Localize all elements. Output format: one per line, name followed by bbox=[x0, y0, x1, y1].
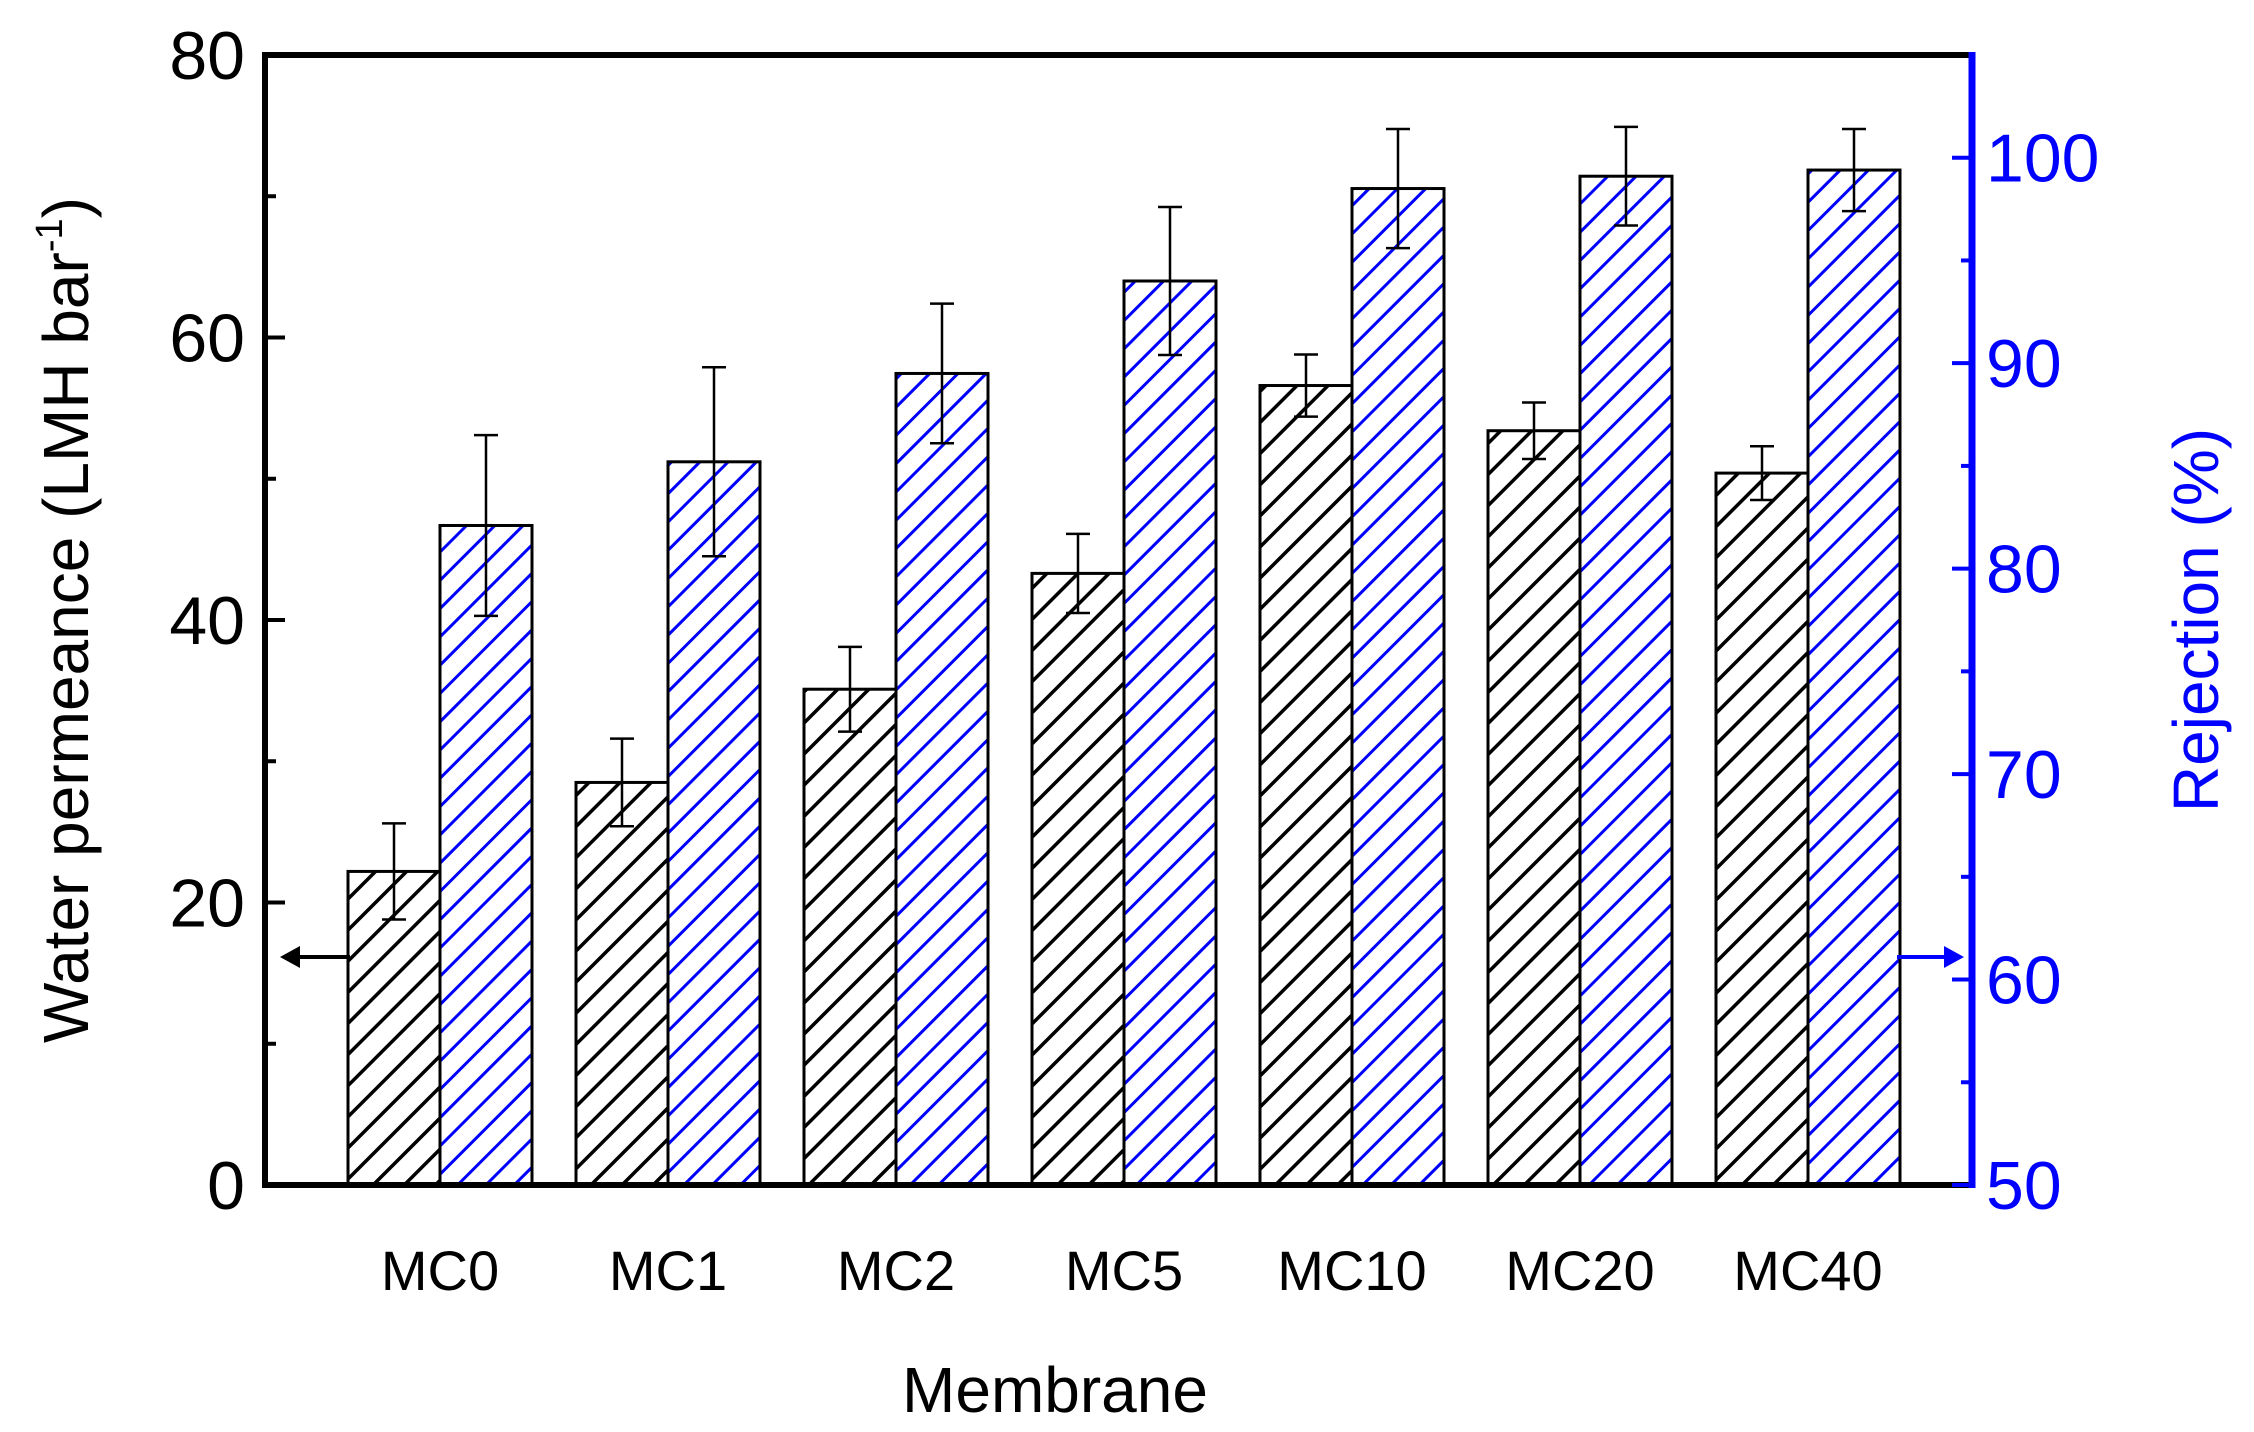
left-tick-label-80: 80 bbox=[169, 18, 245, 94]
error-bar-rejection-mc10 bbox=[1386, 127, 1410, 250]
left-tick-label-40: 40 bbox=[169, 583, 245, 659]
x-tick-label-mc40: MC40 bbox=[1733, 1239, 1882, 1302]
x-tick-label-mc20: MC20 bbox=[1505, 1239, 1654, 1302]
error-bar-water-permeance-mc5 bbox=[1066, 532, 1090, 615]
bar-water-permeance-mc10 bbox=[1258, 384, 1354, 1187]
left-tick-label-60: 60 bbox=[169, 301, 245, 377]
left-tick-label-0: 0 bbox=[207, 1148, 245, 1224]
x-axis-title: Membrane bbox=[902, 1354, 1208, 1426]
left-arrow-head bbox=[280, 946, 300, 968]
right-tick-label-80: 80 bbox=[1986, 532, 2062, 608]
right-tick-label-100: 100 bbox=[1986, 121, 2099, 197]
bar-water-permeance-mc0 bbox=[346, 869, 442, 1187]
right-tick-label-50: 50 bbox=[1986, 1148, 2062, 1224]
bar-water-permeance-mc5 bbox=[1030, 571, 1126, 1187]
bar-rejection-mc20 bbox=[1578, 174, 1674, 1187]
left-axis-arrow bbox=[280, 946, 350, 968]
bar-water-permeance-mc20 bbox=[1486, 429, 1582, 1187]
right-tick-label-70: 70 bbox=[1986, 737, 2062, 813]
bar-rejection-mc5 bbox=[1122, 279, 1218, 1187]
error-bar-rejection-mc1 bbox=[702, 366, 726, 558]
bar-rejection-mc40 bbox=[1806, 168, 1902, 1187]
error-bar-rejection-mc20 bbox=[1614, 125, 1638, 227]
left-y-axis-title: Water permeance (LMH bar-1) bbox=[29, 197, 102, 1043]
right-axis-arrow bbox=[1897, 946, 1964, 968]
error-bar-water-permeance-mc10 bbox=[1294, 353, 1318, 418]
error-bar-rejection-mc40 bbox=[1842, 127, 1866, 213]
error-bar-rejection-mc5 bbox=[1158, 205, 1182, 357]
error-bar-rejection-mc2 bbox=[930, 302, 954, 445]
x-tick-label-mc0: MC0 bbox=[381, 1239, 499, 1302]
right-tick-label-60: 60 bbox=[1986, 943, 2062, 1019]
right-arrow-head bbox=[1944, 946, 1964, 968]
bar-water-permeance-mc40 bbox=[1714, 471, 1810, 1187]
bar-rejection-mc2 bbox=[894, 371, 990, 1187]
error-bar-water-permeance-mc2 bbox=[838, 645, 862, 733]
x-tick-label-mc2: MC2 bbox=[837, 1239, 955, 1302]
bar-water-permeance-mc1 bbox=[574, 780, 670, 1187]
bar-rejection-mc1 bbox=[666, 460, 762, 1187]
error-bar-water-permeance-mc40 bbox=[1750, 445, 1774, 502]
error-bar-water-permeance-mc1 bbox=[610, 737, 634, 828]
x-tick-label-mc1: MC1 bbox=[609, 1239, 727, 1302]
x-tick-label-mc5: MC5 bbox=[1065, 1239, 1183, 1302]
error-bar-water-permeance-mc20 bbox=[1522, 401, 1546, 461]
bar-water-permeance-mc2 bbox=[802, 687, 898, 1187]
bar-rejection-mc0 bbox=[438, 523, 534, 1187]
left-tick-label-20: 20 bbox=[169, 866, 245, 942]
right-y-axis-title: Rejection (%) bbox=[2160, 428, 2232, 812]
right-tick-label-90: 90 bbox=[1986, 326, 2062, 402]
x-tick-label-mc10: MC10 bbox=[1277, 1239, 1426, 1302]
error-bar-rejection-mc0 bbox=[474, 433, 498, 618]
bar-rejection-mc10 bbox=[1350, 187, 1446, 1187]
error-bar-water-permeance-mc0 bbox=[382, 822, 406, 921]
